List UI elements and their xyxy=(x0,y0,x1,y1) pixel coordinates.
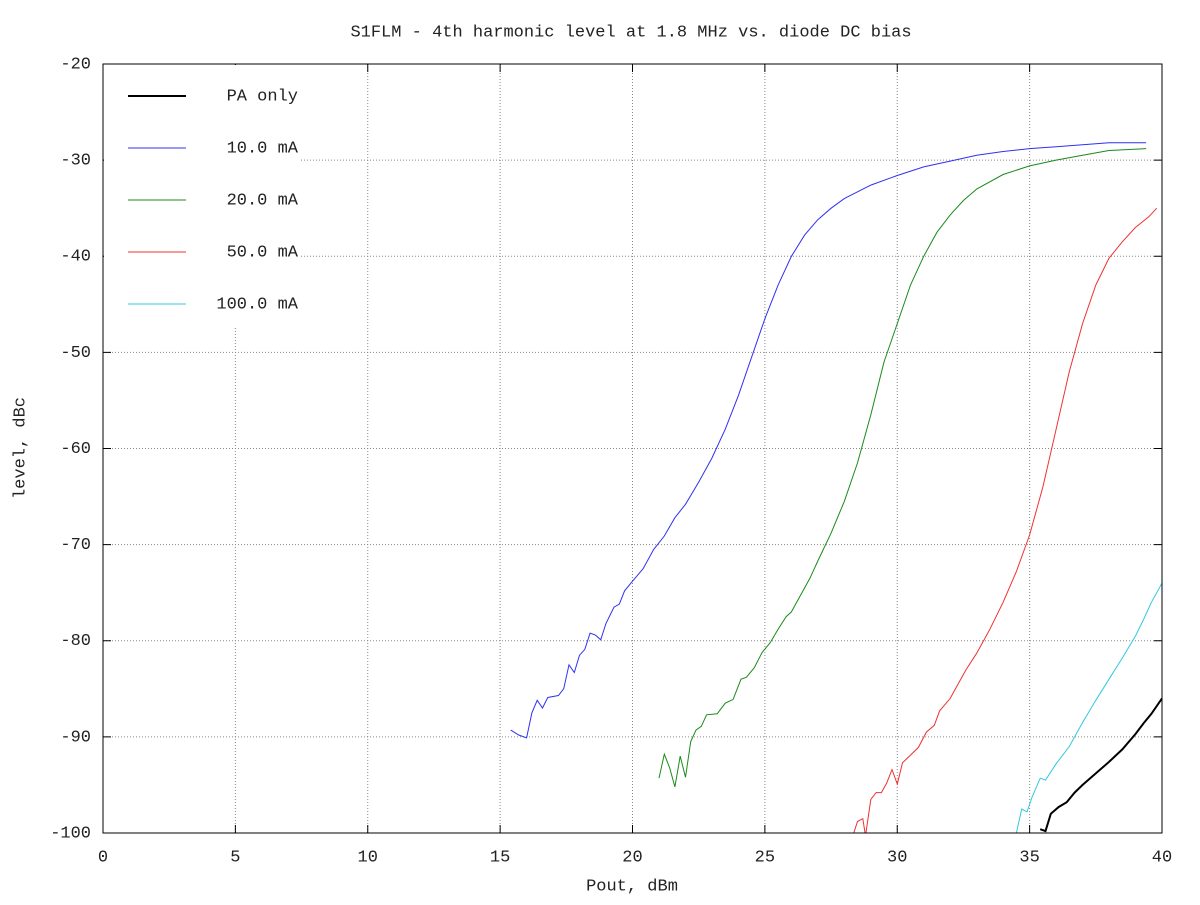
plot-frame xyxy=(102,63,1163,834)
legend-label: PA only xyxy=(227,87,298,106)
plot-area xyxy=(510,142,1162,833)
y-tick-label: -30 xyxy=(60,152,91,171)
series-line xyxy=(1039,697,1162,833)
x-tick-label: 40 xyxy=(1152,848,1172,867)
x-tick-label: 10 xyxy=(358,848,378,867)
legend-label: 100.0 mA xyxy=(216,295,298,314)
y-tick-label: -80 xyxy=(60,632,91,651)
y-axis-label: level, dBc xyxy=(11,397,30,499)
x-tick-label: 25 xyxy=(755,848,775,867)
legend-label: 20.0 mA xyxy=(227,191,299,210)
y-tick-label: -50 xyxy=(60,344,91,363)
x-tick-label: 5 xyxy=(230,848,240,867)
legend-box xyxy=(104,65,301,327)
x-tick-label: 30 xyxy=(887,848,907,867)
series-line xyxy=(658,148,1147,788)
series-line xyxy=(853,207,1158,833)
y-tick-label: -90 xyxy=(60,728,91,747)
series-line xyxy=(510,142,1147,739)
y-tick-label: -20 xyxy=(60,55,91,74)
y-tick-label: -60 xyxy=(60,440,91,459)
series-line xyxy=(1015,582,1162,833)
x-tick-label: 35 xyxy=(1019,848,1039,867)
x-tick-label: 0 xyxy=(98,848,108,867)
chart-title: S1FLM - 4th harmonic level at 1.8 MHz vs… xyxy=(350,23,911,42)
x-tick-label: 15 xyxy=(490,848,510,867)
x-axis-label: Pout, dBm xyxy=(586,877,678,896)
y-tick-label: -40 xyxy=(60,248,91,267)
x-tick-label: 20 xyxy=(622,848,642,867)
y-tick-label: -70 xyxy=(60,536,91,555)
y-tick-label: -100 xyxy=(50,824,91,843)
legend-label: 10.0 mA xyxy=(227,139,299,158)
legend-label: 50.0 mA xyxy=(227,243,299,262)
